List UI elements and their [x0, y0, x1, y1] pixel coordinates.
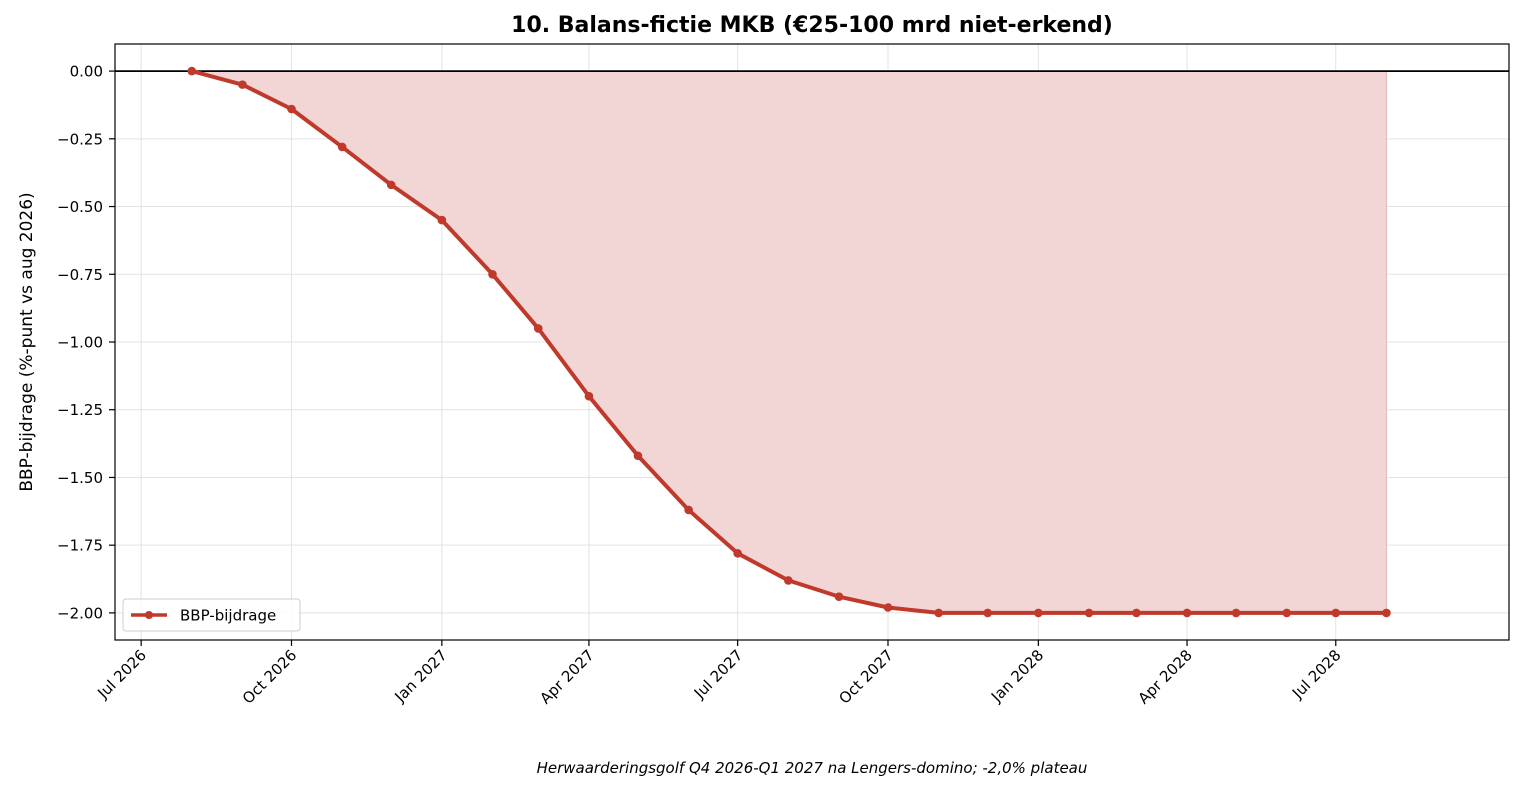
y-tick-label: −1.50: [57, 469, 103, 487]
data-point: [584, 391, 594, 401]
data-point: [1231, 608, 1241, 618]
series-points: [187, 66, 1391, 618]
data-point: [934, 608, 943, 618]
y-tick-label: −0.25: [57, 130, 103, 148]
y-tick-label: 0.00: [70, 63, 103, 81]
y-axis-ticks: 0.00 −0.25 −0.50 −0.75 −1.00 −1.25 −1.50 −1.75 −…: [57, 63, 115, 622]
data-point: [488, 269, 497, 279]
x-tick-label: Jan 2027: [391, 646, 451, 706]
data-point: [834, 592, 844, 601]
y-axis-label: BBP-bijdrage (%-punt vs aug 2026): [17, 192, 37, 491]
x-tick-label: Apr 2027: [536, 646, 597, 707]
chart-title: 10. Balans-fictie MKB (€25-100 mrd niet-…: [511, 13, 1113, 38]
x-axis-ticks: Jul 2026 Oct 2026 Jan 2027 Apr 2027 Jul 2027…: [93, 640, 1345, 708]
legend: BBP-bijdrage: [122, 598, 301, 632]
data-point: [238, 80, 247, 89]
data-point: [1331, 608, 1341, 618]
data-point: [386, 180, 396, 190]
data-point: [1282, 608, 1292, 618]
data-point: [1034, 608, 1043, 618]
data-point: [684, 505, 693, 515]
y-tick-label: −1.75: [57, 537, 103, 555]
data-point: [1182, 608, 1192, 618]
data-point: [733, 549, 742, 558]
data-point: [1132, 608, 1141, 618]
legend-label: BBP-bijdrage: [180, 607, 276, 625]
x-tick-label: Jul 2027: [690, 646, 747, 703]
y-tick-label: −0.75: [57, 266, 103, 284]
x-tick-label: Oct 2026: [239, 646, 300, 707]
y-tick-label: −1.00: [57, 334, 103, 352]
x-tick-label: Oct 2027: [835, 646, 896, 707]
y-tick-label: −2.00: [57, 604, 103, 622]
legend-box: [122, 598, 301, 632]
x-tick-label: Apr 2028: [1134, 646, 1195, 707]
chart-annotation: Herwaarderingsgolf Q4 2026-Q1 2027 na Le…: [537, 759, 1088, 777]
data-point: [337, 142, 347, 152]
data-point: [633, 451, 643, 461]
legend-dot-marker: [145, 611, 153, 619]
x-tick-label: Jan 2028: [987, 646, 1047, 706]
data-point: [437, 215, 447, 225]
data-point: [187, 66, 197, 76]
data-point: [533, 324, 543, 333]
data-point: [883, 603, 893, 612]
data-point: [1084, 608, 1094, 618]
x-tick-label: Jul 2026: [93, 646, 150, 703]
data-point: [1382, 608, 1391, 618]
data-point: [983, 608, 992, 618]
y-tick-label: −0.50: [57, 198, 103, 216]
data-point: [287, 104, 296, 114]
data-point: [784, 576, 793, 585]
y-tick-label: −1.25: [57, 401, 103, 419]
x-tick-label: Jul 2028: [1288, 646, 1345, 703]
